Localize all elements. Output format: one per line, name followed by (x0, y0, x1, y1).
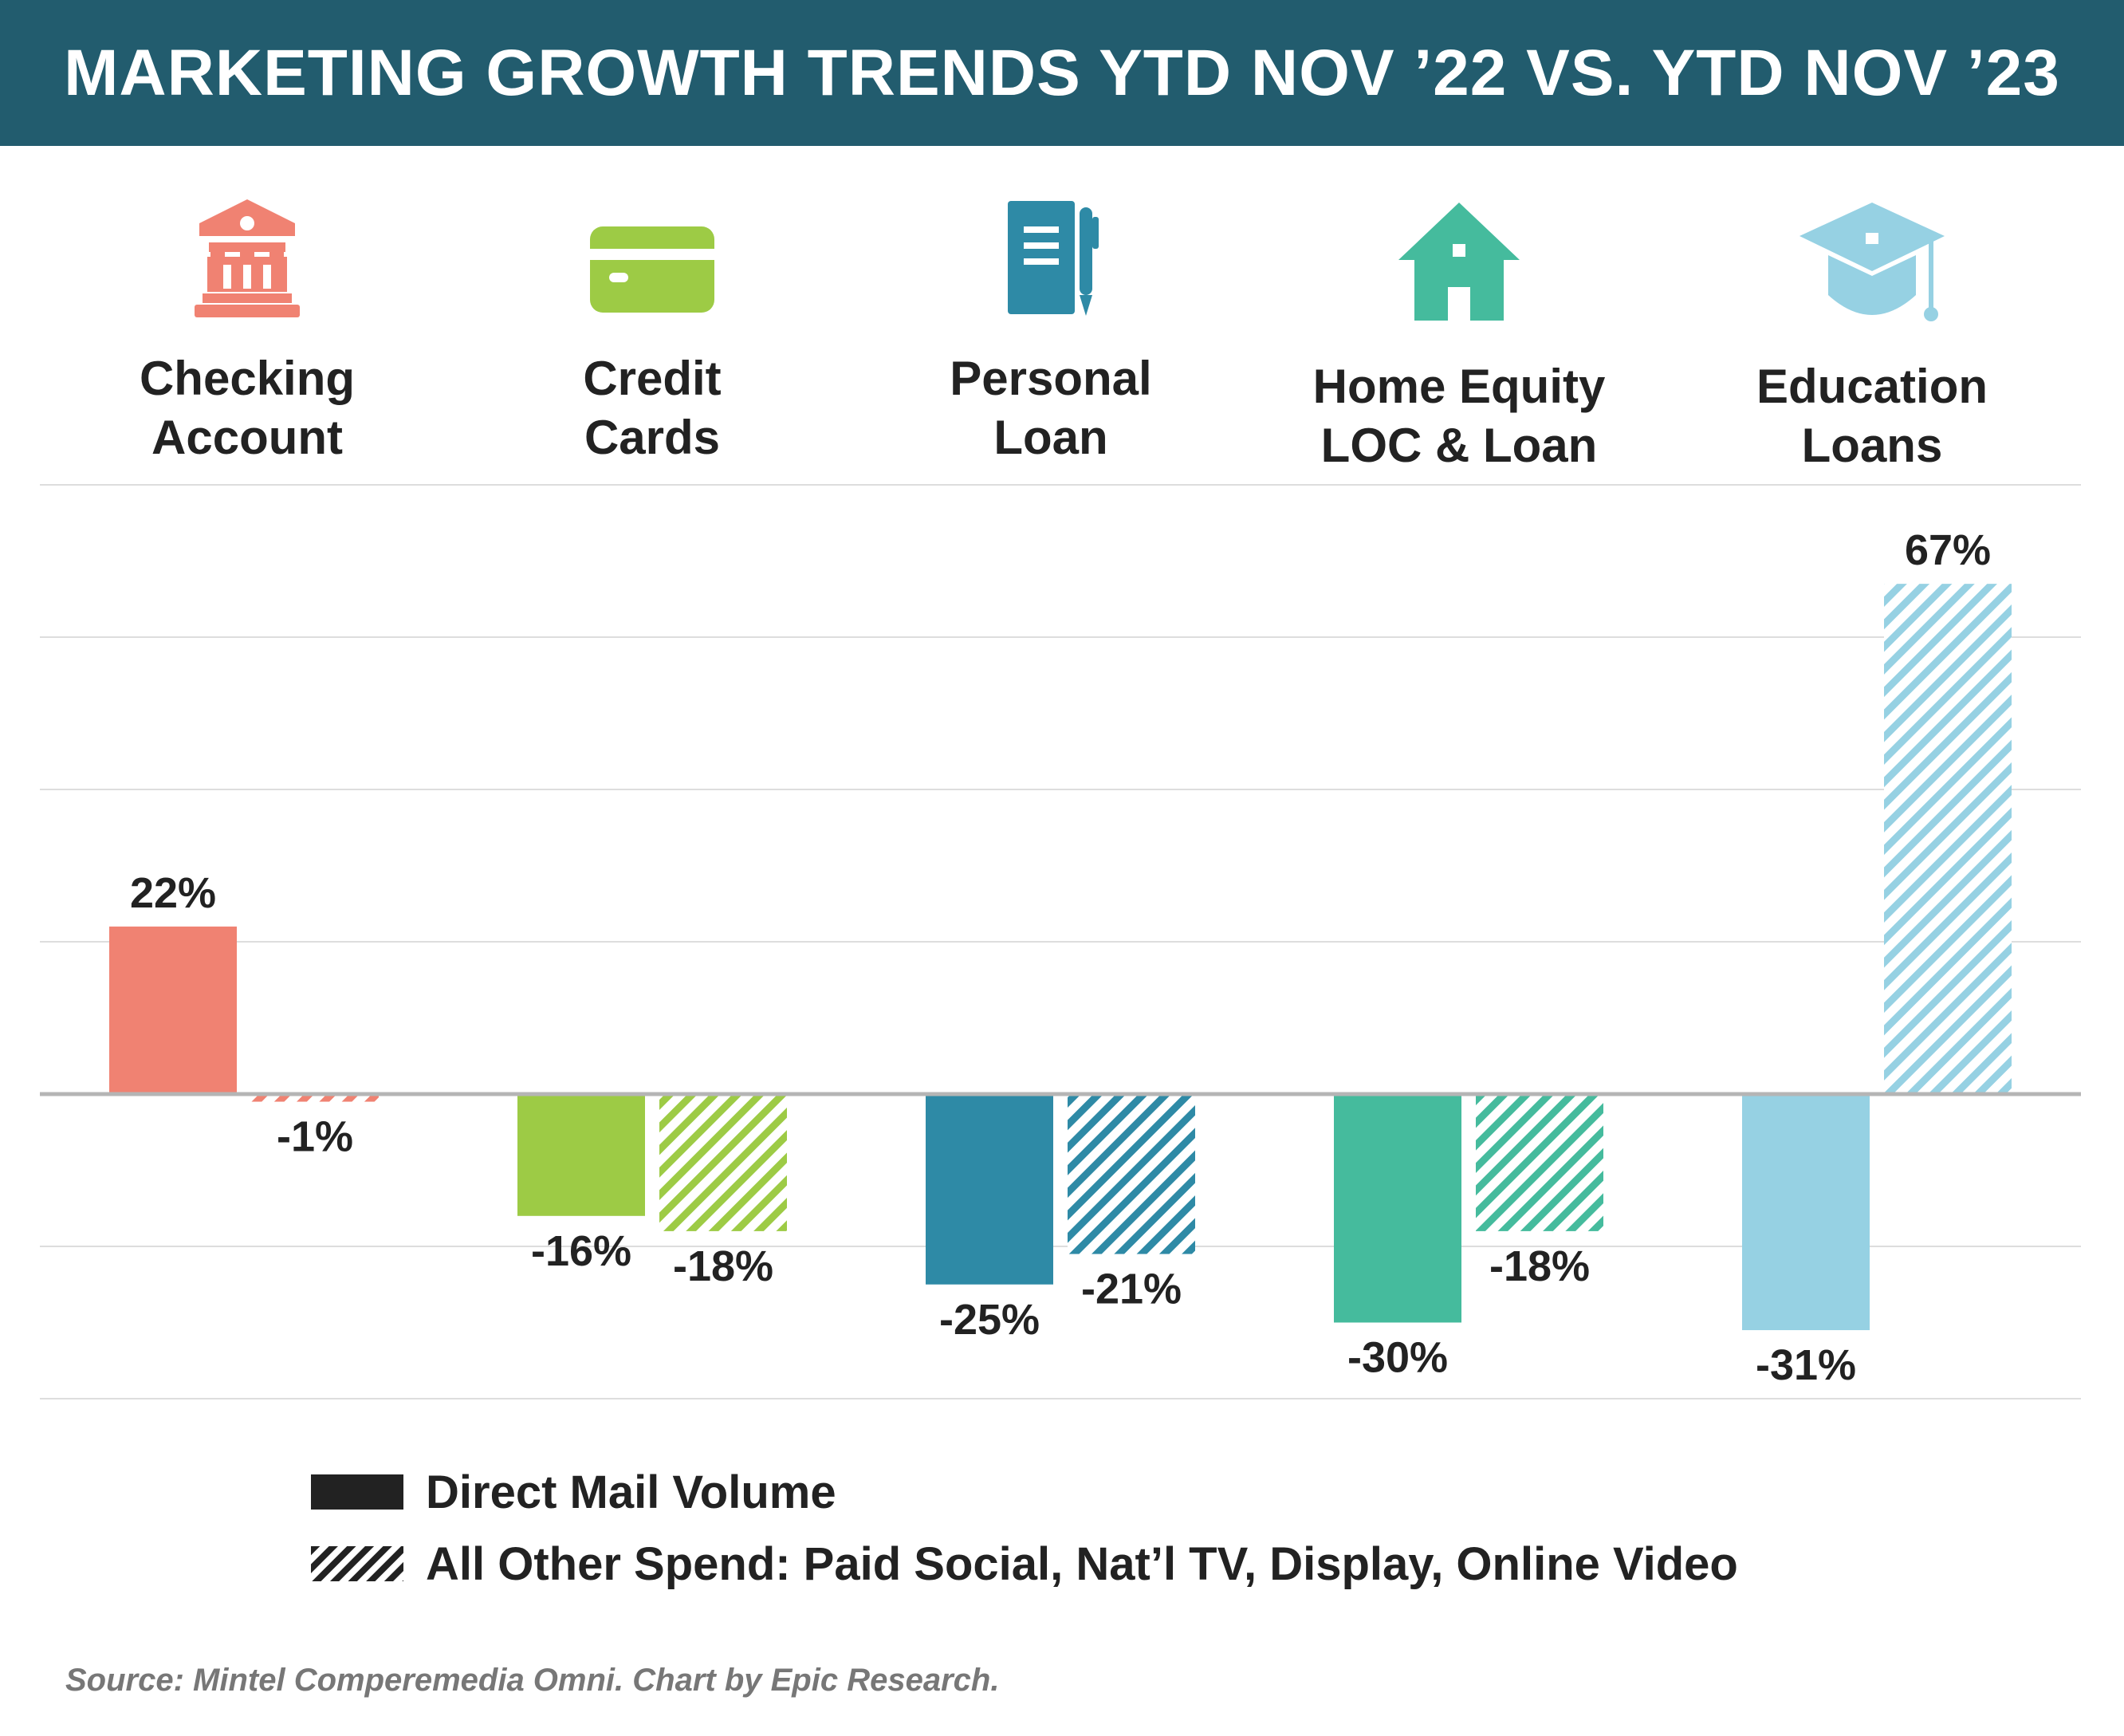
bank-icon (195, 199, 300, 317)
other-spend-label-5: 67% (1905, 526, 1991, 574)
chart-title: MARKETING GROWTH TRENDS YTD NOV ’22 VS. … (64, 36, 2060, 109)
direct-mail-bar-1 (109, 926, 237, 1094)
direct-mail-label-5: -31% (1756, 1341, 1856, 1389)
category-label: Personal Loan (950, 352, 1152, 464)
direct-mail-bar-3 (926, 1094, 1053, 1285)
source-note: Source: Mintel Comperemedia Omni. Chart … (65, 1663, 1000, 1698)
category-header-credit-cards: Credit Cards (469, 199, 836, 467)
other-spend-bar-2 (659, 1094, 787, 1231)
category-header-checking: Checking Account (64, 199, 431, 467)
other-spend-bar-1 (251, 1094, 379, 1102)
legend: Direct Mail Volume All Other Spend: Paid… (311, 1456, 1738, 1600)
category-label: Education Loans (1756, 360, 1988, 472)
legend-label-other-spend: All Other Spend: Paid Social, Nat’l TV, … (426, 1537, 1738, 1590)
legend-item-direct-mail: Direct Mail Volume (311, 1456, 1738, 1528)
category-label: Checking Account (139, 352, 356, 464)
category-header-education: Education Loans (1689, 199, 2055, 475)
other-spend-bar-4 (1476, 1094, 1603, 1231)
category-label: Home Equity LOC & Loan (1312, 360, 1606, 472)
credit-card-icon (590, 226, 714, 313)
direct-mail-bar-4 (1334, 1094, 1461, 1323)
category-header-personal-loan: Personal Loan (867, 199, 1234, 467)
title-banner: MARKETING GROWTH TRENDS YTD NOV ’22 VS. … (0, 0, 2124, 146)
notebook-pen-icon (1008, 201, 1099, 316)
category-label: Credit Cards (583, 352, 722, 464)
graduation-cap-icon (1800, 203, 1945, 321)
other-spend-label-3: -21% (1081, 1266, 1182, 1313)
direct-mail-label-1: 22% (130, 869, 216, 917)
other-spend-bar-3 (1068, 1094, 1195, 1254)
legend-label-direct-mail: Direct Mail Volume (426, 1466, 836, 1518)
other-spend-label-4: -18% (1489, 1242, 1590, 1290)
other-spend-label-1: -1% (277, 1113, 353, 1161)
direct-mail-bar-2 (517, 1094, 645, 1216)
direct-mail-label-3: -25% (939, 1296, 1040, 1344)
direct-mail-label-4: -30% (1347, 1334, 1448, 1382)
hatched-swatch-icon (311, 1546, 403, 1581)
legend-item-other-spend: All Other Spend: Paid Social, Nat’l TV, … (311, 1528, 1738, 1600)
category-header-home-equity: Home Equity LOC & Loan (1276, 199, 1642, 475)
other-spend-bar-5 (1884, 584, 2012, 1094)
direct-mail-label-2: -16% (531, 1227, 631, 1275)
direct-mail-bar-5 (1742, 1094, 1870, 1331)
other-spend-label-2: -18% (673, 1242, 773, 1290)
house-icon (1398, 203, 1520, 321)
solid-swatch-icon (311, 1474, 403, 1510)
